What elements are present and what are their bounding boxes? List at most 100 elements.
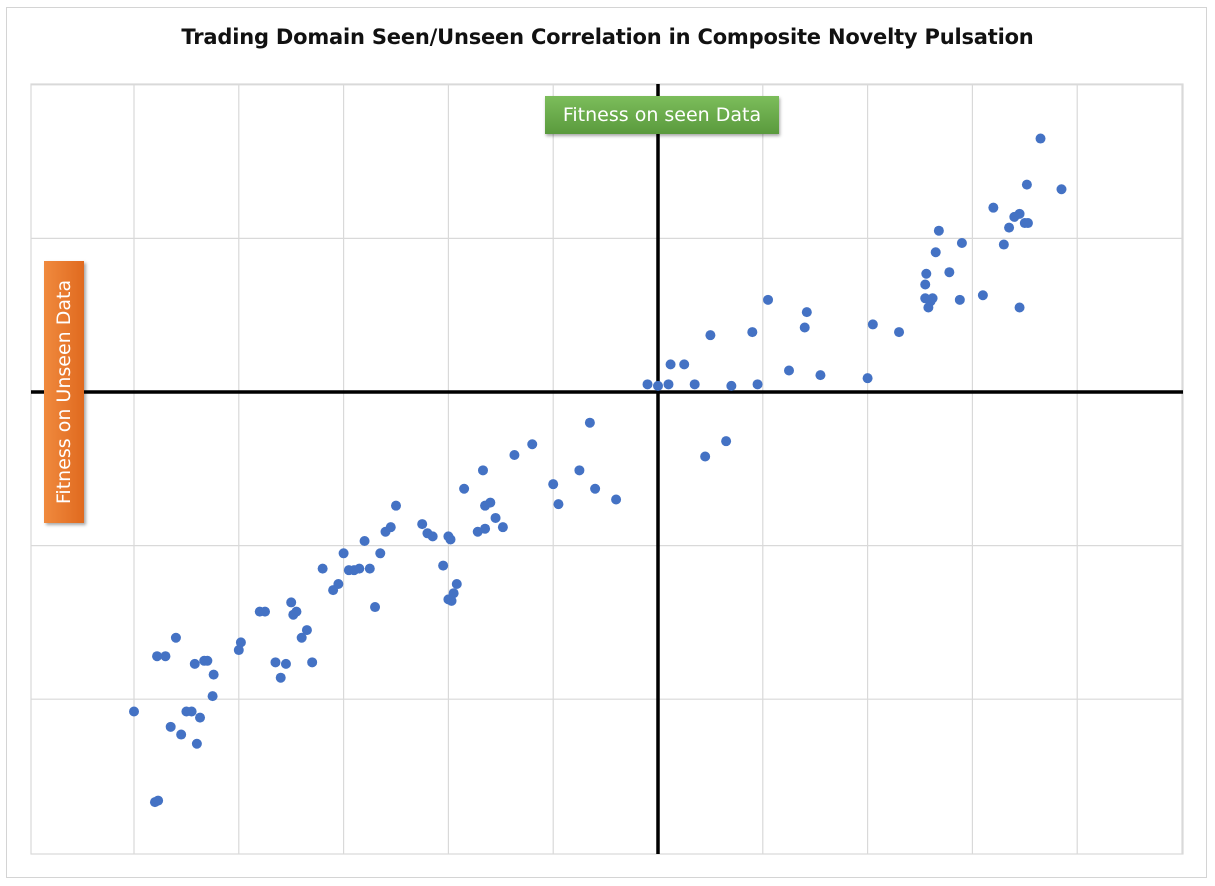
data-point [977, 290, 988, 301]
data-point [611, 494, 622, 505]
data-point [370, 602, 381, 613]
data-point [509, 449, 520, 460]
data-point [307, 657, 318, 668]
data-point [590, 483, 601, 494]
data-point [176, 729, 187, 740]
data-point [574, 465, 585, 476]
data-point [153, 795, 164, 806]
data-point [752, 379, 763, 390]
y-axis-label: Fitness on Unseen Data [53, 279, 75, 505]
data-point [801, 307, 812, 318]
data-points [129, 133, 1067, 808]
data-point [862, 373, 873, 384]
data-point [815, 370, 826, 381]
data-point [490, 512, 501, 523]
plot-area-border [30, 83, 1184, 855]
data-point [417, 519, 428, 530]
data-point [920, 279, 931, 290]
data-point [359, 535, 370, 546]
data-point [653, 380, 663, 391]
data-point [485, 497, 496, 508]
data-point [553, 499, 564, 510]
data-point [333, 579, 344, 589]
data-point [235, 637, 246, 648]
data-point [477, 465, 488, 476]
data-point [1022, 218, 1033, 229]
data-point [921, 268, 932, 279]
data-point [894, 327, 905, 338]
chart-frame [6, 7, 1207, 878]
chart-title: Trading Domain Seen/Unseen Correlation i… [181, 25, 1034, 49]
data-point [497, 522, 508, 533]
data-point [296, 632, 307, 643]
data-point [548, 479, 559, 490]
data-point [663, 379, 674, 390]
data-point [679, 359, 690, 370]
data-point [1056, 184, 1067, 195]
data-point [338, 548, 349, 559]
data-point [665, 359, 676, 370]
data-point [385, 522, 396, 533]
data-point [165, 721, 176, 732]
data-point [956, 238, 967, 249]
data-point [291, 606, 302, 617]
data-point [375, 548, 386, 559]
data-point [275, 672, 286, 683]
data-point [1014, 208, 1025, 219]
data-point [391, 500, 401, 511]
data-point [438, 560, 449, 571]
data-point [1004, 222, 1015, 233]
data-point [448, 588, 459, 599]
data-point [642, 379, 653, 390]
data-point [445, 534, 456, 545]
data-point [207, 691, 218, 702]
data-point [286, 597, 297, 608]
data-point [186, 706, 197, 717]
data-point [459, 483, 470, 494]
data-point [233, 645, 244, 656]
data-point [527, 439, 538, 450]
data-point [270, 657, 281, 668]
data-point [721, 436, 732, 447]
x-axis-label: Fitness on seen Data [545, 96, 779, 134]
data-point [195, 712, 206, 723]
data-point [354, 563, 365, 574]
data-point [202, 655, 213, 666]
data-point [280, 658, 291, 669]
data-point [944, 267, 955, 278]
data-point [129, 706, 139, 717]
data-point [689, 379, 700, 390]
data-point [451, 579, 462, 589]
data-point [867, 319, 878, 330]
data-point [763, 294, 774, 305]
data-point [954, 294, 965, 305]
gridlines [30, 83, 1184, 855]
y-axis-label-box: Fitness on Unseen Data [44, 261, 84, 523]
data-point [301, 625, 312, 636]
data-point [427, 531, 438, 542]
data-point [584, 417, 595, 428]
data-point [446, 595, 457, 606]
data-point [784, 365, 794, 376]
data-point [799, 322, 810, 333]
data-point [705, 330, 716, 341]
data-point [747, 327, 758, 338]
data-point [189, 658, 200, 669]
data-point [260, 606, 270, 617]
data-point [160, 651, 171, 662]
data-point [933, 225, 944, 236]
axes [31, 84, 1183, 854]
data-point [317, 563, 328, 574]
data-point [988, 202, 999, 213]
data-point [1035, 133, 1046, 144]
data-point [170, 632, 181, 643]
data-point [998, 239, 1009, 250]
data-point [1014, 302, 1025, 313]
data-point [208, 669, 219, 680]
data-point [927, 293, 938, 304]
data-point [1021, 179, 1032, 190]
data-point [191, 738, 202, 749]
data-point [480, 523, 491, 534]
data-point [700, 451, 711, 462]
